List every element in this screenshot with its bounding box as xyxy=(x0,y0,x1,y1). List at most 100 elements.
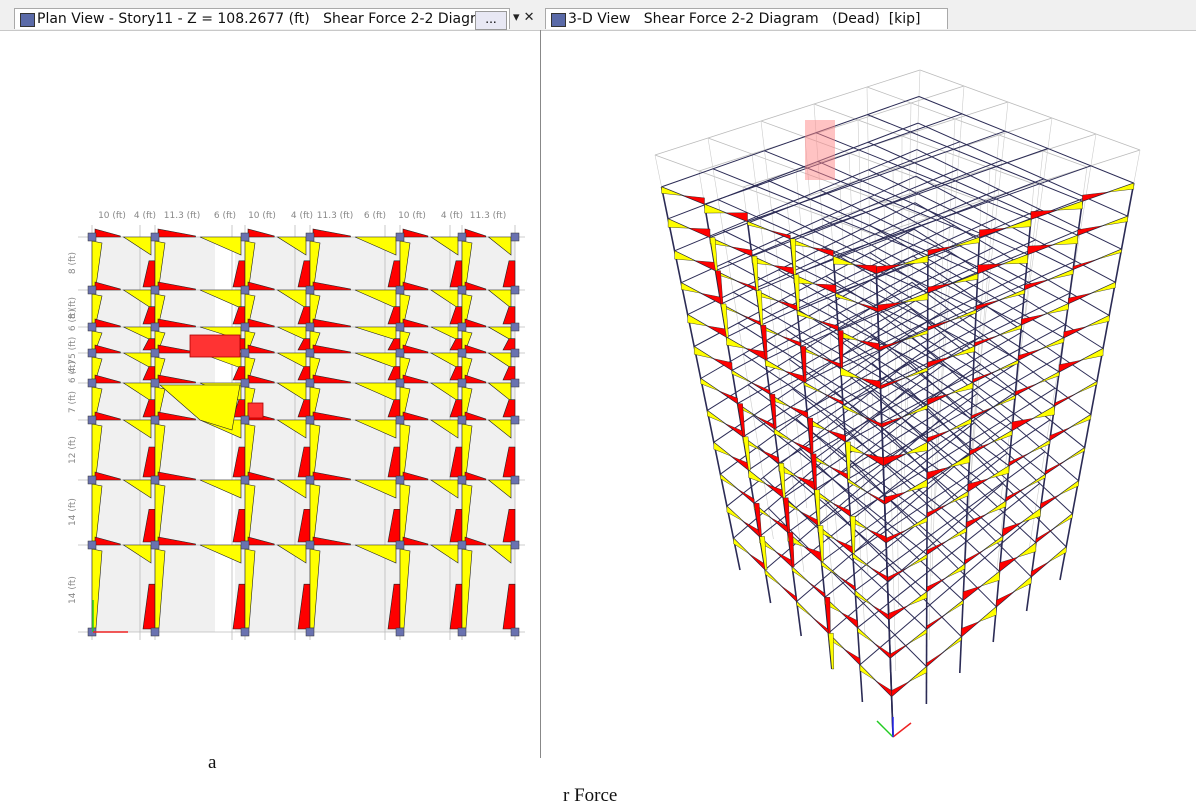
shear-diagram xyxy=(766,484,783,498)
shear-diagram xyxy=(944,637,961,652)
dimension-label: 7 (ft) xyxy=(68,391,78,413)
shear-diagram xyxy=(233,367,245,381)
shear-diagram xyxy=(1045,461,1065,474)
column xyxy=(151,379,159,387)
column xyxy=(306,286,314,294)
shear-diagram xyxy=(789,406,808,418)
caption: r Force xyxy=(563,785,617,807)
shear-diagram xyxy=(927,652,945,667)
dimension-label: 10 (ft) xyxy=(398,211,426,221)
shear-diagram xyxy=(979,607,996,622)
shear-diagram xyxy=(248,229,274,237)
shear-diagram xyxy=(1065,448,1085,461)
shear-diagram xyxy=(683,196,705,205)
column xyxy=(396,541,404,549)
shear-diagram xyxy=(797,311,818,321)
column xyxy=(396,416,404,424)
shear-diagram xyxy=(731,247,752,256)
column xyxy=(511,286,519,294)
dimension-label: 4 (ft) xyxy=(291,211,313,221)
shear-diagram xyxy=(890,644,908,658)
shear-diagram xyxy=(828,633,833,669)
shear-diagram xyxy=(805,547,822,562)
column xyxy=(151,323,159,331)
shear-diagram xyxy=(1014,577,1031,592)
dimension-label: 8 (ft) xyxy=(68,252,78,274)
column xyxy=(396,286,404,294)
column xyxy=(306,541,314,549)
shear-diagram xyxy=(95,229,120,237)
shear-diagram xyxy=(1000,557,1018,571)
shear-diagram xyxy=(979,228,1005,237)
frame-member xyxy=(814,104,1034,184)
column xyxy=(511,379,519,387)
column xyxy=(88,349,96,357)
dimension-label: 10 (ft) xyxy=(98,211,126,221)
axis-x xyxy=(893,723,911,737)
shear-diagram xyxy=(822,562,839,577)
shear-diagram xyxy=(1097,249,1121,259)
shear-diagram xyxy=(907,517,928,530)
column xyxy=(306,323,314,331)
shear-diagram xyxy=(190,335,240,357)
column xyxy=(396,628,404,636)
shear-diagram xyxy=(838,576,855,591)
shear-diagram xyxy=(965,550,984,564)
shear-diagram xyxy=(761,450,779,463)
shear-diagram xyxy=(713,359,732,371)
dimension-label: 14 (ft) xyxy=(68,576,78,604)
shear-diagram xyxy=(860,665,876,681)
column xyxy=(241,416,249,424)
column xyxy=(396,349,404,357)
column xyxy=(241,286,249,294)
column xyxy=(151,233,159,241)
frame-member xyxy=(675,150,917,251)
shear-diagram xyxy=(313,229,351,237)
frame-member xyxy=(822,219,1021,325)
shear-diagram xyxy=(777,301,797,311)
column xyxy=(458,476,466,484)
column xyxy=(458,628,466,636)
shear-diagram xyxy=(883,454,905,466)
shear-diagram xyxy=(1045,304,1069,315)
column xyxy=(458,416,466,424)
shear-diagram xyxy=(966,514,986,527)
dimension-label: 6 (ft) xyxy=(214,211,236,221)
shear-diagram xyxy=(1031,210,1057,219)
dimension-label: 10 (ft) xyxy=(248,211,276,221)
dimension-label: 4 (ft) xyxy=(441,211,463,221)
shear-diagram xyxy=(858,628,874,643)
shear-diagram xyxy=(1070,415,1091,428)
column xyxy=(511,323,519,331)
column xyxy=(511,233,519,241)
shear-diagram xyxy=(765,360,784,371)
shear-diagram xyxy=(1059,360,1081,372)
shear-diagram xyxy=(1073,259,1097,269)
shear-diagram xyxy=(945,600,963,614)
column xyxy=(88,379,96,387)
shear-diagram xyxy=(688,315,707,326)
shear-diagram xyxy=(1087,315,1110,326)
shear-diagram xyxy=(1057,201,1083,210)
column xyxy=(306,416,314,424)
shear-diagram xyxy=(909,667,926,682)
shear-diagram xyxy=(892,682,910,697)
dimension-label: 11.3 (ft) xyxy=(317,211,353,221)
column xyxy=(241,233,249,241)
dimension-label: 4 (ft) xyxy=(134,211,156,221)
shear-diagram xyxy=(681,283,701,294)
column xyxy=(306,379,314,387)
shear-diagram xyxy=(707,326,726,337)
column xyxy=(458,379,466,387)
frame-member xyxy=(816,133,1031,220)
shear-diagram xyxy=(876,681,892,697)
column xyxy=(458,349,466,357)
shear-diagram xyxy=(732,370,751,382)
shear-diagram xyxy=(403,229,428,237)
shear-diagram xyxy=(905,405,928,416)
drawing: 10 (ft) 4 (ft) 11.3 (ft) 6 (ft) 10 (ft) 4 (ft… xyxy=(0,0,1196,807)
shear-diagram xyxy=(1081,349,1103,361)
column xyxy=(241,541,249,549)
shear-diagram xyxy=(773,265,794,274)
shear-diagram xyxy=(158,229,196,237)
